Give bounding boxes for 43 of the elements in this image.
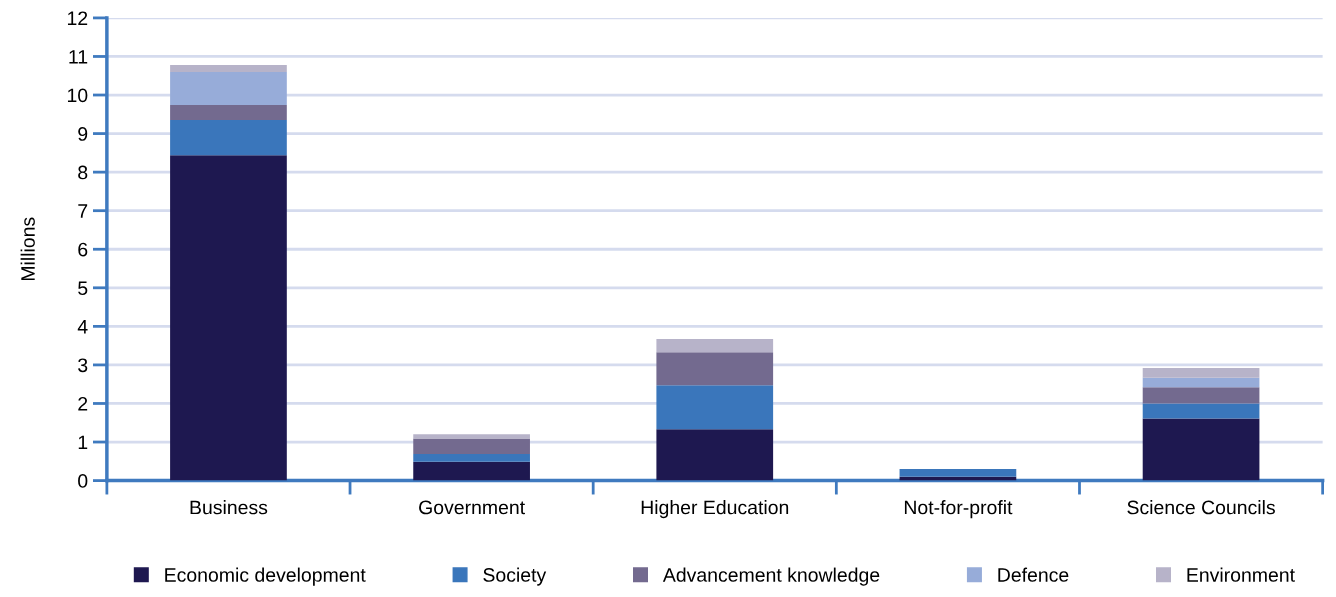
y-tick-label: 8 — [78, 165, 88, 180]
bar — [656, 352, 774, 386]
bar — [1142, 377, 1260, 388]
y-tick-label: 7 — [78, 204, 88, 218]
y-tick-label: 3 — [78, 358, 88, 373]
bar — [413, 434, 530, 439]
bar — [899, 469, 1017, 477]
x-tick-label: Science Councils — [1127, 500, 1275, 515]
bar — [413, 438, 530, 454]
x-tick-label: Government — [419, 500, 525, 515]
legend-label: Environment — [1187, 567, 1295, 582]
bar — [656, 385, 774, 430]
bar — [170, 64, 287, 72]
bar — [170, 71, 287, 106]
x-tick-label: Business — [190, 500, 268, 515]
x-tick-label: Higher Education — [641, 500, 789, 519]
y-axis-title: Millions — [20, 217, 35, 281]
y-tick-label: 10 — [67, 88, 88, 103]
y-tick-label: 1 — [78, 435, 88, 450]
legend-label: Society — [483, 567, 547, 586]
bar — [413, 453, 530, 462]
y-tick-label: 5 — [78, 281, 88, 296]
y-tick-label: 9 — [78, 127, 88, 141]
y-tick-label: 12 — [67, 11, 88, 25]
legend-label: Advancement knowledge — [662, 567, 880, 586]
bar — [170, 120, 287, 156]
bar — [1142, 403, 1260, 419]
bar — [1142, 387, 1260, 404]
y-tick-label: 6 — [78, 242, 88, 257]
legend-label: Economic development — [165, 567, 366, 586]
bar — [656, 429, 774, 481]
bar — [413, 461, 530, 481]
y-tick-label: 2 — [78, 396, 88, 411]
y-tick-label: 4 — [77, 320, 88, 334]
x-tick-label: Not-for-profit — [904, 500, 1013, 519]
y-tick-label: 11 — [69, 50, 88, 64]
bar — [1142, 368, 1260, 378]
y-tick-label: 0 — [78, 474, 88, 488]
bar — [656, 339, 774, 353]
bar — [170, 105, 287, 121]
bar — [1142, 418, 1260, 481]
legend-label: Defence — [998, 567, 1069, 582]
bar — [170, 155, 287, 481]
